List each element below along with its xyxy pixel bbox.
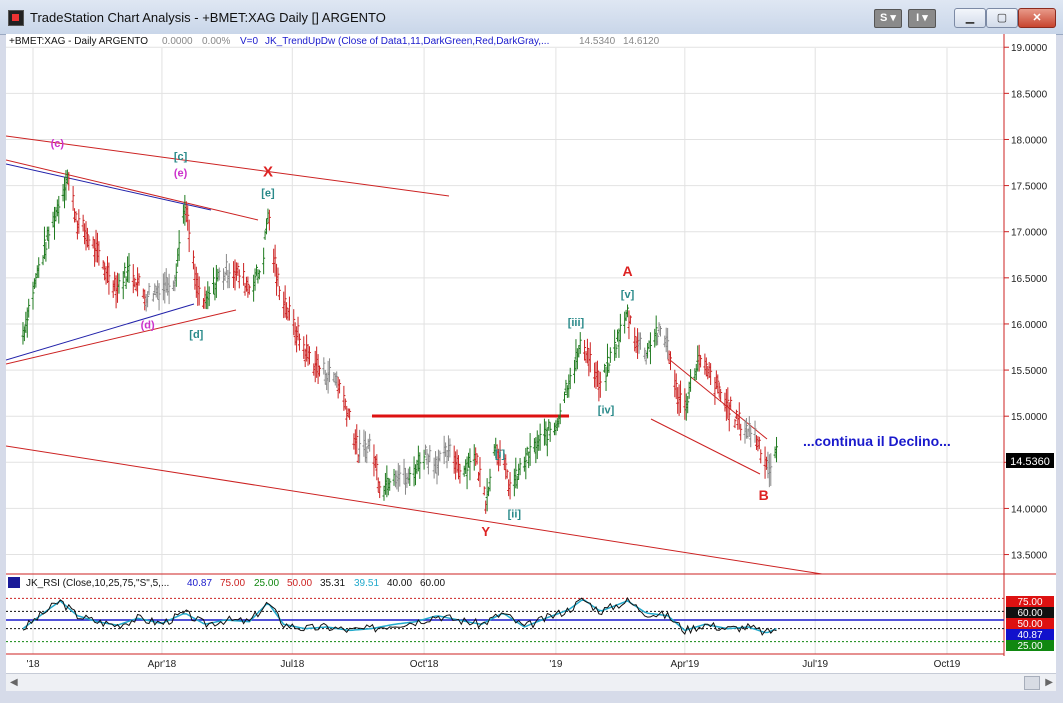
window-title: TradeStation Chart Analysis - +BMET:XAG … — [30, 10, 386, 25]
wave-label: [e] — [261, 188, 275, 200]
y-tick-label: 15.5000 — [1011, 366, 1048, 377]
wave-label: [iii] — [568, 317, 585, 329]
wave-label: B — [759, 487, 769, 503]
price-header-pct: 0.00% — [202, 36, 230, 47]
scroll-right-arrow[interactable]: ▶ — [1045, 677, 1053, 688]
wave-label: (e) — [174, 167, 188, 179]
x-axis: '18 Apr'18 Jul18 Oct'18 '19 Apr'19 Jul'19 Oct19 — [26, 659, 960, 670]
rsi-badge — [1006, 618, 1054, 629]
app-icon — [8, 10, 24, 26]
y-tick-label: 14.0000 — [1011, 504, 1048, 515]
price-header-study: JK_TrendUpDw (Close of Data1,11,DarkGree… — [265, 36, 549, 47]
wave-label: [iv] — [598, 404, 615, 416]
price-bars — [21, 169, 779, 514]
x-tick-label: Jul18 — [280, 659, 304, 670]
y-tick-label: 18.0000 — [1011, 135, 1048, 146]
grid — [6, 46, 1004, 654]
price-header-volume: V=0 — [240, 36, 259, 47]
chart-window: +BMET:XAG - Daily ARGENTO 0.0000 0.00% V… — [5, 34, 1056, 690]
rsi-badge-label: 75.00 — [1017, 597, 1042, 608]
rsi-header-study: JK_RSI (Close,10,25,75,"S",5,... — [26, 578, 169, 589]
wave-label: [d] — [189, 329, 203, 341]
rsi-header-v3: 25.00 — [254, 578, 279, 589]
wedge-lower-line[interactable] — [650, 418, 761, 475]
wave-label: [c] — [174, 151, 188, 163]
wave-label: X — [263, 163, 273, 180]
title-bar: TradeStation Chart Analysis - +BMET:XAG … — [0, 0, 1063, 35]
price-header-high: 14.6120 — [623, 36, 660, 47]
x-tick-label: '18 — [26, 659, 39, 670]
x-tick-label: Oct'18 — [410, 659, 439, 670]
rsi-badge-label: 60.00 — [1017, 608, 1042, 619]
rsi-badge — [1006, 629, 1054, 640]
triangle-lower-red[interactable] — [5, 309, 237, 365]
wave-label: [v] — [621, 289, 635, 301]
rsi-badge — [1006, 596, 1054, 607]
y-tick-label: 16.0000 — [1011, 320, 1048, 331]
triangle-upper-blue[interactable] — [5, 163, 212, 211]
trendlines — [5, 135, 823, 575]
rsi-header-v7: 40.00 — [387, 578, 412, 589]
x-tick-label: '19 — [549, 659, 562, 670]
rsi-header-v8: 60.00 — [420, 578, 445, 589]
y-tick-label: 18.5000 — [1011, 89, 1048, 100]
y-tick-label: 16.5000 — [1011, 274, 1048, 285]
rsi-header-v2: 75.00 — [220, 578, 245, 589]
declino-note: ...continua il Declino... — [803, 433, 951, 449]
lower-channel-line[interactable] — [5, 445, 823, 575]
x-tick-label: Apr'19 — [671, 659, 700, 670]
maximize-button[interactable]: ▢ — [986, 8, 1018, 28]
y-tick-label: 17.5000 — [1011, 182, 1048, 193]
rsi-signal-line — [22, 599, 777, 634]
rsi-header-v4: 50.00 — [287, 578, 312, 589]
scroll-thumb[interactable] — [1024, 676, 1040, 690]
rsi-badge — [1006, 640, 1054, 651]
rsi-pane — [6, 596, 1004, 643]
horizontal-scrollbar[interactable]: ◀ ▶ — [6, 673, 1056, 691]
minimize-button[interactable]: ▁ — [954, 8, 986, 28]
y-tick-label: 13.5000 — [1011, 551, 1048, 562]
price-header-low: 14.5340 — [579, 36, 616, 47]
wave-label: A — [622, 263, 632, 279]
rsi-badge-label: 25.00 — [1017, 641, 1042, 652]
chart-svg: +BMET:XAG - Daily ARGENTO 0.0000 0.00% V… — [5, 34, 1056, 670]
y-tick-label: 15.0000 — [1011, 412, 1048, 423]
rsi-badge — [1006, 607, 1054, 618]
wave-label: (d) — [141, 320, 155, 332]
x-tick-label: Apr'18 — [148, 659, 177, 670]
wave-label: [ii] — [508, 509, 522, 521]
rsi-badge-label: 50.00 — [1017, 619, 1042, 630]
x-tick-label: Jul'19 — [802, 659, 828, 670]
close-button[interactable]: ✕ — [1018, 8, 1056, 28]
rsi-header-v1: 40.87 — [187, 578, 212, 589]
price-header-symbol: +BMET:XAG - Daily ARGENTO — [9, 36, 148, 47]
price-y-axis: 19.0000 18.5000 18.0000 17.5000 17.0000 16.50… — [1004, 43, 1048, 562]
upper-channel-line[interactable] — [5, 135, 450, 197]
triangle-upper-red[interactable] — [5, 159, 259, 221]
y-tick-label: 17.0000 — [1011, 228, 1048, 239]
s-menu-button[interactable]: S ▾ — [874, 9, 902, 28]
rsi-badge-label: 40.87 — [1017, 630, 1042, 641]
wave-label: [i] — [495, 449, 506, 461]
rsi-icon — [8, 577, 20, 588]
wave-annotations: (c) [c] (e) X [e] (d) [d] [i] [ii] Y [iii] [iv] A [v]… — [51, 138, 769, 539]
rsi-line — [22, 596, 777, 636]
i-menu-button[interactable]: I ▾ — [908, 9, 936, 28]
triangle-lower-blue[interactable] — [5, 303, 195, 361]
rsi-header-v6: 39.51 — [354, 578, 379, 589]
last-price-label: 14.5360 — [1010, 456, 1050, 468]
price-header-change: 0.0000 — [162, 36, 193, 47]
y-tick-label: 19.0000 — [1011, 43, 1048, 54]
wave-label: (c) — [51, 138, 65, 150]
scroll-left-arrow[interactable]: ◀ — [10, 677, 18, 688]
x-tick-label: Oct19 — [934, 659, 961, 670]
rsi-header-v5: 35.31 — [320, 578, 345, 589]
last-price-badge — [1006, 453, 1054, 468]
wave-label: Y — [481, 524, 490, 539]
